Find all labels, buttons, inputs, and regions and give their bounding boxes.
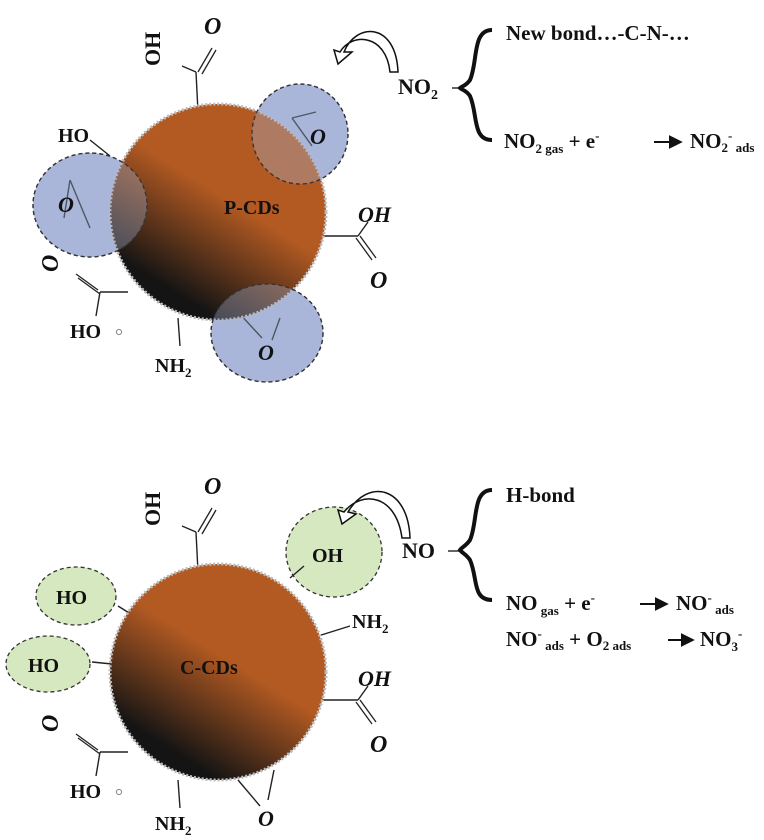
reaction-oxidation: NO- ads + O2 ads xyxy=(506,626,631,653)
epoxide-oxygen: O xyxy=(258,340,274,365)
hydroxyl-label: HO xyxy=(28,655,59,677)
epoxide-oxygen: O xyxy=(310,124,326,149)
amine-label: NH2 xyxy=(352,611,389,636)
hydroxyl-label: OH xyxy=(358,666,392,691)
reaction-product: NO2- ads xyxy=(690,128,754,155)
reaction-product: NO3- xyxy=(700,626,742,654)
amine-label: NH2 xyxy=(155,355,192,380)
hydroxyl-label: OH xyxy=(140,492,165,526)
top-panel: P-CDs OH O HO OH O O HO NH2 O O O NO2 Ne… xyxy=(32,14,754,383)
curved-arrow xyxy=(336,490,411,539)
oxygen-label: O xyxy=(204,14,221,40)
oxygen-label: O xyxy=(38,715,64,732)
amine-label: NH2 xyxy=(155,813,192,838)
particle-label: C-CDs xyxy=(180,657,238,679)
radical-dot xyxy=(115,328,123,336)
oxygen-label: O xyxy=(370,268,387,294)
hydroxyl-label: OH xyxy=(312,545,344,567)
hydroxyl-label: HO xyxy=(56,587,87,609)
hydroxyl-label: HO xyxy=(58,125,89,147)
hydroxyl-label: HO xyxy=(70,781,101,803)
epoxy-overlay-circle xyxy=(210,283,324,383)
bottom-panel: C-CDs OH O OH HO HO NH2 OH O O HO NH2 O … xyxy=(5,474,742,838)
oxygen-label: O xyxy=(38,255,64,272)
hydroxyl-highlight-circle xyxy=(5,635,91,693)
c-cds-particle xyxy=(108,562,328,782)
reaction-adsorption: NO gas + e- xyxy=(506,590,595,618)
epoxy-overlay-circle xyxy=(32,152,148,258)
reaction-h-bond: H-bond xyxy=(506,483,575,507)
epoxy-overlay-circle xyxy=(251,83,349,185)
reaction-new-bond: New bond…-C-N-… xyxy=(506,21,690,45)
analyte-label: NO2 xyxy=(398,74,438,103)
oxygen-label: O xyxy=(370,732,387,758)
hydroxyl-highlight-circle xyxy=(285,506,383,598)
hydroxyl-label: HO xyxy=(70,321,101,343)
analyte-label: NO xyxy=(402,538,435,563)
reaction-brace xyxy=(457,28,493,142)
p-cds-particle xyxy=(108,102,328,322)
hydroxyl-label: OH xyxy=(358,202,392,227)
curved-arrow xyxy=(332,30,399,73)
hydroxyl-label: OH xyxy=(140,32,165,66)
reaction-product: NO- ads xyxy=(676,590,734,617)
epoxide-oxygen: O xyxy=(258,806,274,831)
radical-dot xyxy=(115,788,123,796)
epoxide-oxygen: O xyxy=(58,192,74,217)
hydroxyl-highlight-circle xyxy=(35,566,117,626)
reaction-adsorption: NO2 gas + e- xyxy=(504,128,599,156)
particle-label: P-CDs xyxy=(224,197,280,219)
oxygen-label: O xyxy=(204,474,221,500)
reaction-brace xyxy=(457,488,493,602)
